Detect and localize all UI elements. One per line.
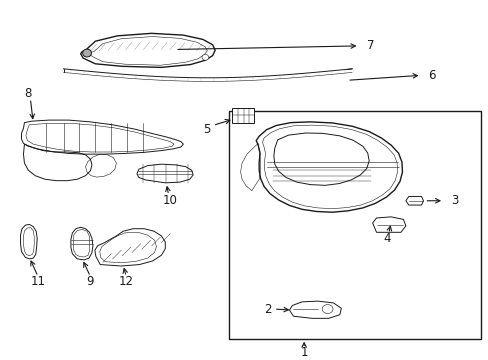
Ellipse shape xyxy=(202,54,208,60)
Ellipse shape xyxy=(82,49,91,57)
Text: 2: 2 xyxy=(264,302,271,315)
Text: 5: 5 xyxy=(202,122,210,136)
Bar xyxy=(228,111,480,339)
Text: 8: 8 xyxy=(24,87,32,100)
Text: 9: 9 xyxy=(86,275,94,288)
Text: 3: 3 xyxy=(450,194,457,207)
Text: 6: 6 xyxy=(427,69,435,82)
Ellipse shape xyxy=(322,305,332,314)
Text: 1: 1 xyxy=(300,346,307,359)
Text: 12: 12 xyxy=(119,275,133,288)
Text: 10: 10 xyxy=(163,194,177,207)
Bar xyxy=(231,108,254,123)
Text: 11: 11 xyxy=(31,275,45,288)
Text: 7: 7 xyxy=(366,39,373,53)
Text: 4: 4 xyxy=(383,232,390,245)
